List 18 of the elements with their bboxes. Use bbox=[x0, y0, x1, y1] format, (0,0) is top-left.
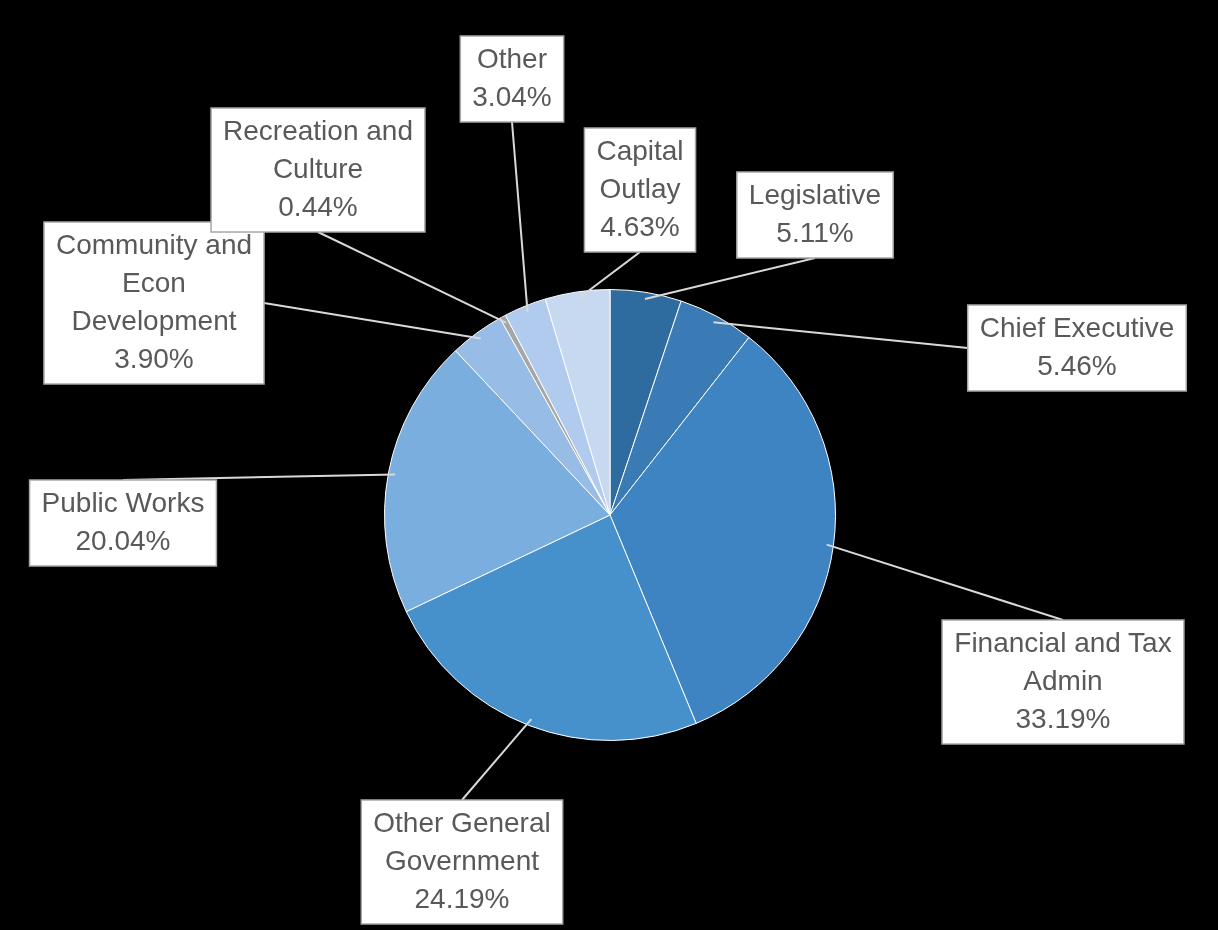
slice-label: Capital Outlay bbox=[596, 134, 684, 204]
slice-label: Legislative bbox=[748, 178, 882, 210]
slice-label: Public Works bbox=[41, 486, 205, 518]
data-label: 0.44% bbox=[278, 190, 358, 222]
slice-label: Chief Executive bbox=[979, 311, 1175, 343]
data-label: 5.46% bbox=[1037, 349, 1117, 381]
data-label: 5.11% bbox=[776, 216, 854, 248]
slice-label: Financial and Tax Admin bbox=[954, 626, 1172, 696]
slice-label: Other General Government bbox=[373, 806, 551, 876]
data-label: 3.90% bbox=[114, 342, 194, 374]
data-label: 3.04% bbox=[472, 80, 552, 112]
slice-label: Community and Econ Development bbox=[55, 228, 253, 336]
data-label: 24.19% bbox=[414, 882, 510, 914]
data-label: 33.19% bbox=[1015, 702, 1111, 734]
data-label: 4.63% bbox=[600, 210, 680, 242]
data-label: 20.04% bbox=[75, 524, 171, 556]
slice-label: Other bbox=[476, 42, 548, 74]
slice-label: Recreation and Culture bbox=[223, 114, 413, 184]
